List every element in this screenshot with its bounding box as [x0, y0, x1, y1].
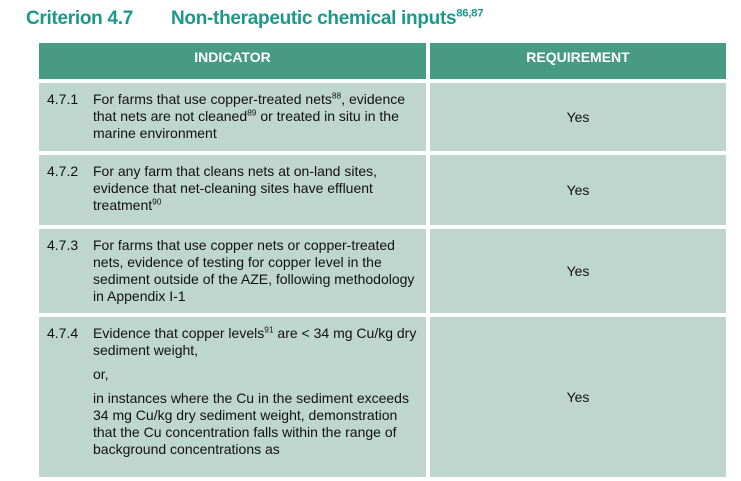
requirement-cell: Yes — [430, 83, 726, 151]
indicator-text: Evidence that copper levels91 are < 34 m… — [93, 325, 418, 471]
text: For any farm that cleans nets at on-land… — [93, 163, 378, 213]
requirement-cell: Yes — [430, 317, 726, 477]
indicator-paragraph: For any farm that cleans nets at on-land… — [93, 163, 418, 214]
indicator-cell: 4.7.2 For any farm that cleans nets at on… — [39, 155, 426, 225]
indicator-cell: 4.7.4 Evidence that copper levels91 are <… — [39, 317, 426, 477]
requirement-value: Yes — [566, 389, 590, 405]
text: or, — [93, 366, 109, 382]
indicator-cell: 4.7.3 For farms that use copper nets or c… — [39, 229, 426, 313]
indicator-paragraph: or, — [93, 366, 418, 383]
criterion-title: Criterion 4.7 Non-therapeutic chemical in… — [26, 7, 484, 30]
text: or treated in situ in the marine environ… — [93, 108, 399, 141]
text: Evidence that copper levels — [93, 325, 265, 341]
criteria-table: INDICATOR REQUIREMENT 4.7.1 For farms tha… — [39, 43, 726, 481]
indicator-paragraph: For farms that use copper-treated nets88… — [93, 91, 418, 142]
text: For farms that use copper-treated nets — [93, 91, 332, 107]
criterion-name: Non-therapeutic chemical inputs — [171, 8, 457, 29]
indicator-id: 4.7.2 — [47, 163, 79, 179]
footnote-ref: 91 — [264, 324, 274, 335]
footnote-ref: 89 — [247, 107, 257, 118]
requirement-value: Yes — [566, 182, 590, 198]
indicator-id: 4.7.1 — [47, 91, 79, 107]
requirement-cell: Yes — [430, 229, 726, 313]
text: in instances where the Cu in the sedimen… — [93, 390, 409, 457]
text: , evidence that nets are not cleaned — [93, 91, 406, 124]
indicator-cell: 4.7.1 For farms that use copper-treated n… — [39, 83, 426, 151]
table-row: 4.7.4 Evidence that copper levels91 are <… — [39, 317, 726, 477]
table-row: 4.7.2 For any farm that cleans nets at on… — [39, 155, 726, 225]
requirement-cell: Yes — [430, 155, 726, 225]
indicator-id: 4.7.4 — [47, 325, 79, 341]
text: For farms that use copper nets or copper… — [93, 237, 415, 304]
footnote-ref: 88 — [331, 90, 342, 101]
footnote-ref: 90 — [152, 196, 162, 207]
table-header: INDICATOR REQUIREMENT — [39, 43, 726, 79]
table-row: 4.7.1 For farms that use copper-treated n… — [39, 83, 726, 151]
indicator-paragraph: Evidence that copper levels91 are < 34 m… — [93, 325, 418, 359]
indicator-text: For farms that use copper-treated nets88… — [93, 91, 418, 145]
criterion-number: Criterion 4.7 — [26, 8, 133, 29]
requirement-value: Yes — [566, 263, 590, 279]
requirement-value: Yes — [566, 109, 590, 125]
indicator-paragraph: For farms that use copper nets or copper… — [93, 237, 418, 305]
header-requirement: REQUIREMENT — [430, 43, 726, 79]
indicator-text: For farms that use copper nets or copper… — [93, 237, 418, 307]
footnote-ref: 86,87 — [456, 7, 484, 20]
table-row: 4.7.3 For farms that use copper nets or c… — [39, 229, 726, 313]
indicator-paragraph: in instances where the Cu in the sedimen… — [93, 390, 418, 458]
indicator-id: 4.7.3 — [47, 237, 79, 253]
text: are < 34 mg Cu/kg dry sediment weight, — [93, 325, 417, 358]
header-indicator: INDICATOR — [39, 43, 426, 79]
indicator-text: For any farm that cleans nets at on-land… — [93, 163, 418, 219]
